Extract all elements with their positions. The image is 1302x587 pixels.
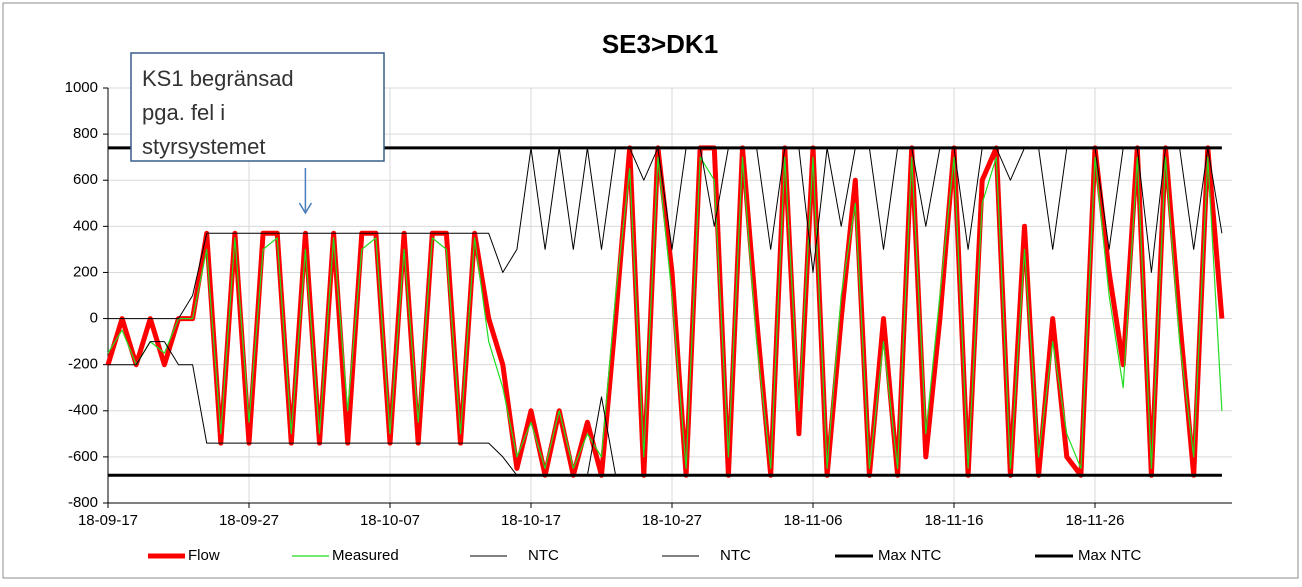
series-line	[107, 156, 1223, 469]
annotation-text: pga. fel i	[142, 100, 225, 125]
legend-label: Max NTC	[878, 547, 942, 564]
annotation-arrowhead	[298, 202, 313, 215]
x-tick-label: 18-11-26	[1066, 512, 1125, 529]
annotation-text: styrsystemet	[142, 134, 265, 159]
y-tick-label: -600	[68, 448, 98, 465]
x-tick-label: 18-10-17	[501, 512, 561, 529]
legend-label: Flow	[188, 547, 220, 564]
legend-label: Measured	[332, 547, 399, 564]
x-tick-label: 18-09-17	[78, 512, 138, 529]
chart-title: SE3>DK1	[602, 29, 718, 59]
y-tick-label: 800	[73, 125, 98, 142]
annotation-box	[130, 52, 385, 162]
x-tick-label: 18-10-27	[642, 512, 702, 529]
x-tick-label: 18-11-16	[925, 512, 984, 529]
x-tick-label: 18-11-06	[784, 512, 843, 529]
y-tick-label: 400	[73, 217, 98, 234]
y-tick-label: -200	[68, 356, 98, 373]
y-tick-label: 600	[73, 171, 98, 188]
x-tick-label: 18-10-07	[360, 512, 420, 529]
annotation-text: KS1 begränsad	[142, 66, 294, 91]
legend-label: Max NTC	[1078, 547, 1142, 564]
legend-label: NTC	[720, 547, 751, 564]
y-tick-label: -800	[68, 494, 98, 511]
x-tick-label: 18-09-27	[219, 512, 279, 529]
y-tick-label: 0	[90, 310, 98, 327]
y-tick-label: 1000	[65, 79, 98, 96]
y-tick-label: -400	[68, 402, 98, 419]
y-tick-label: 200	[73, 263, 98, 280]
legend-label: NTC	[528, 547, 559, 564]
